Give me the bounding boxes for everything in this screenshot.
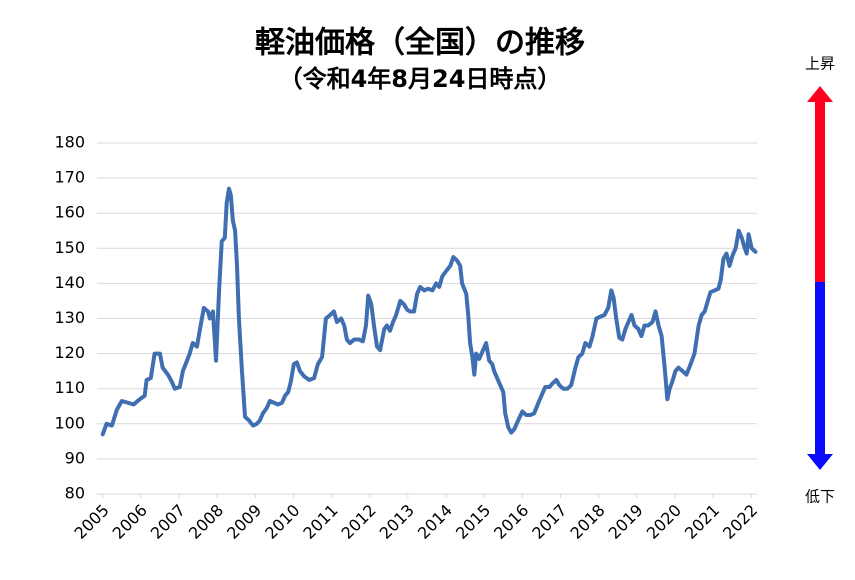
x-tick-label: 2010 <box>261 501 303 543</box>
y-tick-label: 170 <box>54 168 85 187</box>
y-tick-label: 160 <box>54 203 85 222</box>
arrow-down-shaft <box>815 282 825 456</box>
x-tick-label: 2006 <box>109 501 151 543</box>
chart-title: 軽油価格（全国）の推移 <box>255 26 585 61</box>
y-tick-label: 80 <box>65 484 85 503</box>
x-tick-label: 2016 <box>490 501 532 543</box>
y-tick-label: 150 <box>54 238 85 257</box>
y-tick-label: 180 <box>54 133 85 152</box>
y-tick-label: 90 <box>65 448 85 467</box>
x-tick-label: 2009 <box>223 501 265 543</box>
arrow-up-shaft <box>815 100 825 282</box>
price-line <box>100 186 758 437</box>
x-tick-label: 2007 <box>147 501 189 543</box>
x-tick-label: 2008 <box>185 501 227 543</box>
arrow-up-head <box>807 86 833 102</box>
x-tick-label: 2015 <box>452 501 494 543</box>
direction-arrow <box>807 86 833 470</box>
x-tick-label: 2018 <box>566 501 608 543</box>
x-tick-label: 2017 <box>528 501 570 543</box>
arrow-down-head <box>807 454 833 470</box>
arrow-bottom-label: 低下 <box>805 488 835 506</box>
y-tick-label: 120 <box>54 343 85 362</box>
x-tick-label: 2011 <box>299 501 341 543</box>
x-tick-label: 2013 <box>376 501 418 543</box>
x-tick-label: 2019 <box>605 501 647 543</box>
y-tick-label: 110 <box>54 378 85 397</box>
x-tick-label: 2021 <box>681 501 723 543</box>
x-tick-label: 2005 <box>71 501 113 543</box>
chart-subtitle: （令和4年8月24日時点） <box>279 65 562 93</box>
arrow-top-label: 上昇 <box>805 55 835 73</box>
y-tick-label: 140 <box>54 273 85 292</box>
y-tick-label: 130 <box>54 308 85 327</box>
x-tick-label: 2012 <box>338 501 380 543</box>
x-tick-label: 2014 <box>414 501 456 543</box>
x-tick-label: 2020 <box>643 501 685 543</box>
y-tick-label: 100 <box>54 413 85 432</box>
x-tick-label: 2022 <box>719 501 761 543</box>
